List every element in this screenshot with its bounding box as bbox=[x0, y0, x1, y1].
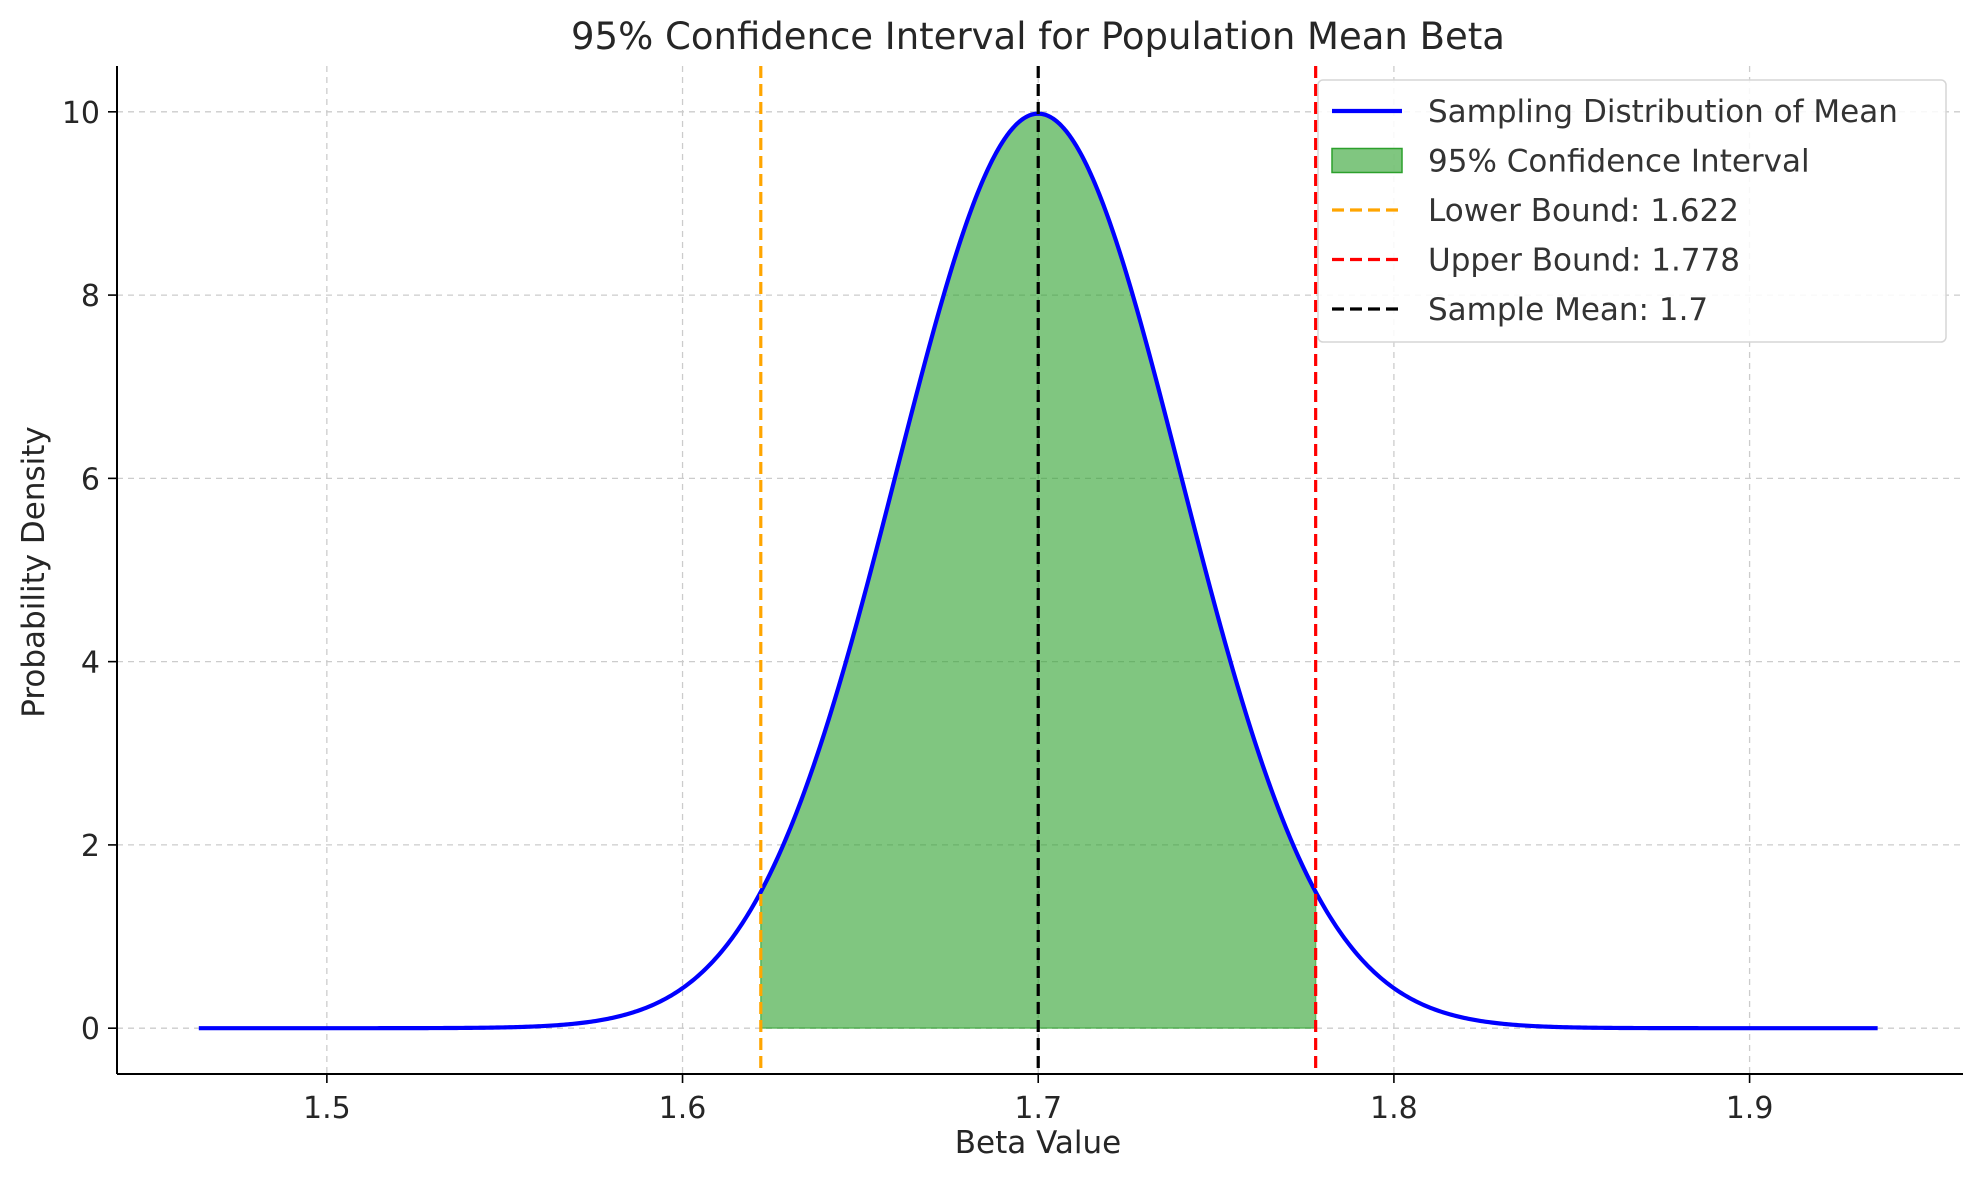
y-tick-label: 4 bbox=[81, 646, 100, 681]
y-tick-label: 10 bbox=[62, 96, 100, 131]
x-axis-label: Beta Value bbox=[955, 1125, 1121, 1161]
x-tick-label: 1.9 bbox=[1726, 1091, 1774, 1126]
y-tick-label: 6 bbox=[81, 462, 100, 497]
vertical-lines-layer bbox=[759, 66, 1318, 1074]
x-tick-label: 1.5 bbox=[303, 1091, 351, 1126]
legend-entry: Lower Bound: 1.622 bbox=[1428, 193, 1739, 229]
x-axis-ticks: 1.5 1.6 1.7 1.8 1.9 bbox=[303, 1074, 1773, 1126]
y-axis-ticks: 0 2 4 6 8 10 bbox=[62, 96, 117, 1047]
y-tick-label: 0 bbox=[81, 1012, 100, 1047]
legend: Sampling Distribution of Mean 95% Confide… bbox=[1317, 79, 1947, 343]
legend-entry: Sampling Distribution of Mean bbox=[1428, 94, 1898, 130]
legend-box bbox=[1317, 79, 1947, 343]
x-tick-label: 1.6 bbox=[659, 1091, 707, 1126]
legend-entry: 95% Confidence Interval bbox=[1428, 144, 1810, 180]
y-tick-label: 8 bbox=[81, 279, 100, 314]
legend-swatch-area bbox=[1331, 147, 1403, 174]
legend-entry: Upper Bound: 1.778 bbox=[1428, 243, 1740, 279]
legend-entry: Sample Mean: 1.7 bbox=[1428, 292, 1708, 328]
x-tick-label: 1.8 bbox=[1370, 1091, 1418, 1126]
y-axis-label: Probability Density bbox=[16, 426, 52, 718]
axes bbox=[116, 66, 1963, 1075]
x-tick-label: 1.7 bbox=[1014, 1091, 1062, 1126]
chart-title: 95% Confidence Interval for Population M… bbox=[571, 15, 1505, 58]
y-tick-label: 2 bbox=[81, 829, 100, 864]
